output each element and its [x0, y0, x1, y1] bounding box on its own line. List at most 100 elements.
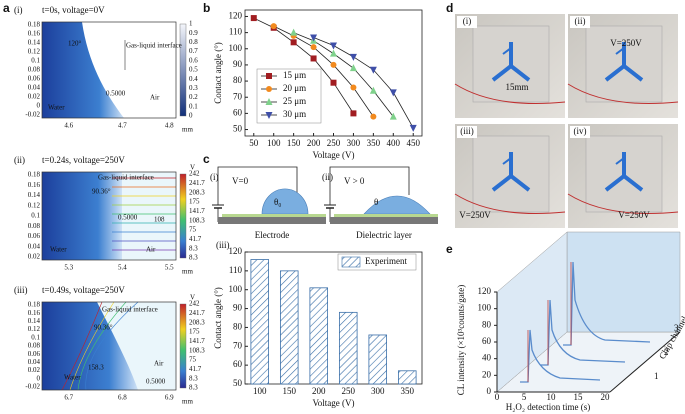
annotation: Gas-liquid interface	[98, 174, 154, 182]
y-tick-label: 100	[229, 43, 243, 53]
panel-label: e	[446, 242, 453, 256]
y-axis-label: Contact angle (°)	[213, 42, 223, 104]
legend-swatch	[341, 256, 361, 268]
annotation: 0.5000	[146, 378, 166, 386]
y-tick-label: 0	[37, 374, 41, 382]
annotation: Air	[154, 360, 164, 368]
y-tick-label: 0.14	[28, 39, 41, 47]
x-tick-label: 150	[283, 386, 297, 396]
y-tick-label: 60	[233, 359, 243, 369]
y-tick-label: 0.04	[28, 242, 41, 250]
x-tick-label: 350	[401, 386, 415, 396]
subpanel-label: (i)	[210, 172, 219, 182]
y-tick-label: -0.02	[25, 383, 40, 391]
channel	[615, 47, 625, 55]
legend-label: Experiment	[365, 256, 407, 266]
marker	[369, 66, 377, 74]
bar	[397, 370, 417, 385]
x-tick-label: 400	[387, 138, 401, 148]
y-tick-label: 120	[229, 11, 243, 21]
y-tick-label: 120	[478, 286, 492, 296]
colorbar-tick-label: 108.3	[189, 216, 205, 224]
marker	[349, 64, 357, 72]
y-tick-label: 0	[37, 102, 41, 110]
colorbar-tick-label: 0.4	[189, 75, 198, 83]
marker	[389, 112, 397, 120]
circuit	[217, 166, 298, 205]
x-tick-label: 350	[367, 138, 381, 148]
series-line	[253, 17, 354, 114]
y-tick-label: 50	[233, 124, 243, 134]
y-tick-label: 100	[478, 303, 492, 313]
y-tick-label: 0.18	[28, 171, 41, 179]
label-box	[457, 16, 477, 28]
colorbar-tick-label: 175	[189, 328, 200, 336]
x-tick-label: 4.8	[165, 122, 174, 130]
marker	[310, 34, 318, 42]
x-tick-label: 10	[547, 392, 557, 402]
y-tick-label: 0.16	[28, 181, 41, 189]
marker	[330, 61, 337, 68]
annotation: V=250V	[618, 210, 650, 220]
y-axis-label: CL intensity (×10³counts/gate)	[456, 285, 466, 395]
colorbar-tick-label: 41.7	[189, 235, 202, 243]
y-tick-label: 0.14	[28, 317, 41, 325]
annotation: 15mm	[505, 82, 528, 92]
colorbar-tick-label: 241.7	[189, 179, 205, 187]
y-tick-label: 80	[233, 321, 243, 331]
bar	[309, 287, 328, 385]
x-tick-label: 200	[307, 138, 321, 148]
y-tick-label: 70	[233, 340, 243, 350]
angle-label: θ	[374, 197, 378, 207]
x-tick-label: 250	[327, 138, 341, 148]
colorbar-tick-label: 8.3	[189, 244, 198, 252]
voltage-label: V > 0	[344, 176, 365, 186]
y-tick-label: 0.04	[28, 358, 41, 366]
marker	[350, 84, 357, 91]
colorbar-tick-label: 0.9	[189, 29, 198, 37]
y-tick-label: 20	[482, 369, 492, 379]
annotation: Gas-liquid interface	[102, 306, 158, 314]
marker	[266, 86, 272, 92]
wire	[567, 193, 679, 214]
panel-label: d	[446, 1, 453, 15]
z-tick-label: 3	[674, 323, 679, 333]
x-tick-label: 6.9	[165, 394, 174, 402]
annotation: 108	[154, 216, 165, 224]
y-tick-label: 0.16	[28, 309, 41, 317]
y-tick-label: -0.02	[25, 111, 40, 119]
caption: Electrode	[255, 230, 289, 240]
colorbar-tick-label: 0.3	[189, 84, 198, 92]
marker	[310, 44, 317, 51]
x-tick-label: 4.7	[118, 122, 127, 130]
annotation: Water	[64, 374, 81, 382]
x-tick-label: 5.4	[118, 264, 127, 272]
marker	[369, 86, 377, 94]
legend-label: 20 μm	[283, 83, 306, 93]
x-unit: mm	[182, 126, 193, 134]
x-tick-label: 5.5	[165, 264, 174, 272]
voltage-label: V=0	[232, 176, 249, 186]
colorbar	[179, 173, 187, 259]
colorbar-tick-label: 0	[189, 112, 193, 120]
bar	[279, 270, 299, 385]
y-tick-label: 0.18	[28, 301, 41, 309]
marker	[290, 28, 298, 36]
contour-line	[69, 301, 115, 391]
marker	[250, 15, 257, 22]
bar	[338, 311, 358, 385]
x-tick-label: 250	[342, 386, 356, 396]
colorbar-tick-label: 0.1	[189, 102, 198, 110]
contour-line	[77, 301, 127, 391]
series-line	[293, 32, 394, 117]
y-tick-label: 110	[229, 265, 243, 275]
colorbar-tick-label: 0.7	[189, 47, 198, 55]
colorbar	[179, 23, 187, 117]
y-tick-label: 0	[487, 386, 492, 396]
angle-label: θ₀	[274, 197, 281, 207]
dielectric-layer	[222, 214, 326, 217]
x-tick-label: 5.3	[64, 264, 73, 272]
wire	[567, 83, 679, 104]
